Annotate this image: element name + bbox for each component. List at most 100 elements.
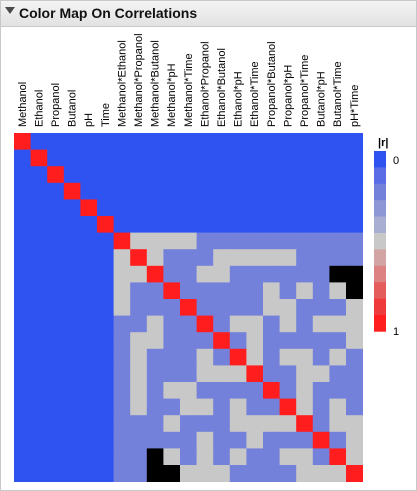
heatmap-cell (163, 182, 181, 200)
heatmap-cell (213, 133, 231, 150)
column-label: Ethanol*pH (233, 71, 245, 127)
heatmap-cell (279, 232, 297, 250)
disclosure-triangle-icon[interactable] (5, 7, 15, 14)
heatmap-cell (146, 398, 164, 416)
heatmap-cell (296, 465, 314, 482)
heatmap-cell (97, 133, 114, 150)
heatmap-cell (263, 133, 280, 150)
heatmap-cell (296, 415, 314, 433)
heatmap-cell (30, 182, 48, 200)
heatmap-cell (47, 282, 65, 300)
heatmap-cell (346, 299, 363, 316)
heatmap-cell (346, 166, 363, 184)
heatmap-cell (63, 299, 81, 316)
heatmap-cell (113, 133, 131, 150)
heatmap-cell (30, 166, 48, 184)
heatmap-cell (30, 365, 48, 383)
heatmap-cell (163, 149, 181, 167)
heatmap-cell (213, 398, 231, 416)
heatmap-cell (130, 332, 148, 350)
column-label: pH*Time (349, 85, 361, 127)
heatmap-cell (163, 199, 181, 217)
heatmap-cell (329, 166, 347, 184)
heatmap-cell (97, 249, 114, 267)
heatmap-cell (329, 465, 347, 482)
column-label: Methanol*Time (183, 53, 195, 127)
heatmap-cell (47, 382, 65, 399)
column-label: Ethanol*Butanol (216, 48, 228, 127)
heatmap-cell (279, 133, 297, 150)
heatmap-cell (296, 315, 314, 333)
heatmap-cell (246, 431, 264, 449)
heatmap-cell (63, 431, 81, 449)
heatmap-cell (229, 448, 247, 466)
heatmap-cell (312, 365, 330, 383)
heatmap-cell (180, 216, 197, 233)
heatmap-cell (346, 415, 363, 433)
heatmap-cell (113, 315, 131, 333)
heatmap-cell (196, 149, 214, 167)
heatmap-cell (130, 465, 148, 482)
heatmap-cell (146, 249, 164, 267)
heatmap-cell (296, 199, 314, 217)
heatmap-cell (97, 315, 114, 333)
heatmap-cell (47, 415, 65, 433)
heatmap-cell (346, 282, 363, 300)
heatmap-cell (130, 431, 148, 449)
heatmap-cell (113, 448, 131, 466)
heatmap-cell (80, 448, 98, 466)
heatmap-cell (312, 265, 330, 283)
heatmap-cell (63, 348, 81, 366)
legend-swatch (374, 151, 386, 168)
heatmap-cell (213, 199, 231, 217)
heatmap-cell (180, 149, 197, 167)
heatmap-cell (163, 348, 181, 366)
heatmap-cell (163, 166, 181, 184)
heatmap-cell (246, 249, 264, 267)
heatmap-cell (246, 415, 264, 433)
heatmap-cell (229, 199, 247, 217)
heatmap-cell (312, 465, 330, 482)
heatmap-cell (296, 216, 314, 233)
panel-title: Color Map On Correlations (19, 5, 198, 21)
heatmap-cell (113, 216, 131, 233)
heatmap-cell (97, 365, 114, 383)
heatmap-cell (97, 199, 114, 217)
heatmap-cell (130, 415, 148, 433)
heatmap-cell (263, 315, 280, 333)
heatmap-cell (113, 382, 131, 399)
heatmap-cell (47, 232, 65, 250)
heatmap-cell (346, 332, 363, 350)
heatmap-cell (246, 398, 264, 416)
column-label: Ethanol*Time (249, 61, 261, 127)
heatmap-cell (47, 249, 65, 267)
heatmap-cell (312, 398, 330, 416)
heatmap-cell (146, 166, 164, 184)
heatmap-cell (263, 431, 280, 449)
heatmap-cell (263, 365, 280, 383)
heatmap-cell (263, 348, 280, 366)
heatmap-cell (97, 166, 114, 184)
heatmap-cell (329, 365, 347, 383)
heatmap-cell (263, 216, 280, 233)
heatmap-cell (14, 249, 31, 267)
heatmap-cell (63, 232, 81, 250)
heatmap-cell (113, 182, 131, 200)
heatmap-cell (296, 249, 314, 267)
column-label: Ethanol (33, 90, 45, 127)
heatmap-cell (146, 415, 164, 433)
heatmap-cell (279, 431, 297, 449)
heatmap-cell (163, 365, 181, 383)
heatmap-cell (47, 133, 65, 150)
heatmap-cell (312, 249, 330, 267)
heatmap-cell (196, 448, 214, 466)
heatmap-cell (213, 382, 231, 399)
panel-header[interactable]: Color Map On Correlations (1, 1, 416, 27)
heatmap-cell (47, 332, 65, 350)
heatmap-cell (130, 182, 148, 200)
heatmap-cell (229, 249, 247, 267)
heatmap-cell (296, 182, 314, 200)
heatmap-cell (346, 348, 363, 366)
heatmap-cell (180, 199, 197, 217)
heatmap-cell (14, 265, 31, 283)
